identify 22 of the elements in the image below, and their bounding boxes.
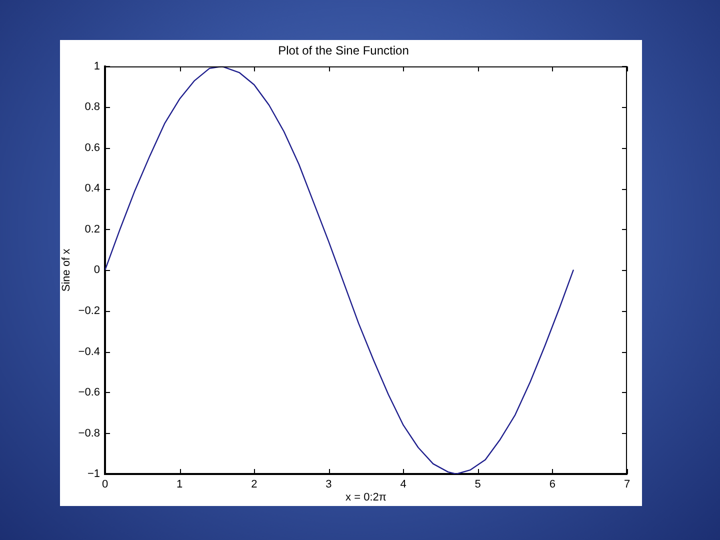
x-tick-label: 0 — [102, 478, 108, 491]
y-tick-label: 0.2 — [84, 223, 100, 236]
y-tick-label: −0.2 — [78, 304, 100, 317]
y-tick-label: 1 — [94, 60, 100, 72]
y-tick-label: 0.8 — [84, 101, 100, 114]
x-axis-title: x = 0:2π — [346, 491, 387, 504]
y-tick-label: 0 — [94, 264, 100, 276]
x-tick-label: 7 — [624, 478, 630, 491]
x-tick-label: 6 — [549, 478, 556, 491]
x-tick-label: 3 — [326, 478, 332, 491]
x-tick-label: 5 — [474, 478, 481, 491]
x-tick-label: 4 — [400, 478, 406, 491]
y-axis-title: Sine of x — [60, 248, 73, 292]
y-tick-label: −0.6 — [78, 386, 100, 399]
y-tick-label: 0.4 — [84, 182, 100, 195]
x-tick-label: 1 — [176, 478, 183, 491]
chart-title: Plot of the Sine Function — [278, 44, 409, 58]
x-tick-label: 2 — [251, 478, 258, 491]
y-tick-label: 0.6 — [84, 142, 100, 154]
y-tick-label: −0.8 — [78, 427, 100, 440]
y-tick-label: −0.4 — [78, 346, 100, 358]
y-tick-label: −1 — [87, 468, 100, 480]
